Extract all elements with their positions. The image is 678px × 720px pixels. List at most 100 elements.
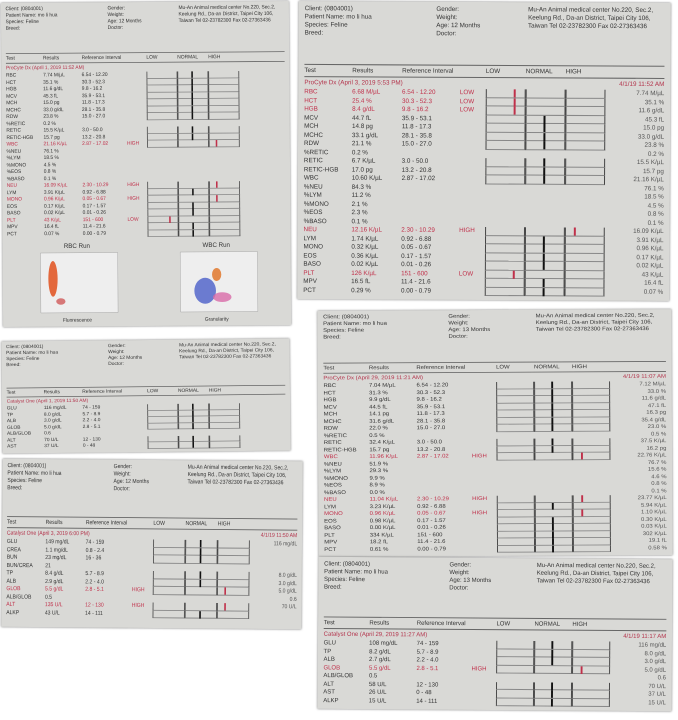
test-result: 15 U/L bbox=[368, 697, 387, 704]
gauge-marker bbox=[552, 531, 555, 538]
gauge-cell bbox=[184, 587, 218, 596]
info-line: Doctor: bbox=[448, 333, 468, 340]
gauge-cell bbox=[147, 229, 179, 237]
gauge-marker bbox=[543, 123, 546, 133]
patient-info: Client: (0804001) Patient Name: mo li hua… bbox=[304, 5, 434, 64]
test-name: PCT bbox=[324, 546, 337, 553]
flag: HIGH bbox=[131, 586, 145, 594]
gauge-marker bbox=[542, 235, 545, 245]
column-label: LOW bbox=[153, 520, 165, 527]
gauge-marker bbox=[199, 571, 202, 579]
gauge-cell bbox=[565, 98, 606, 108]
test-result: 0.07 % bbox=[44, 230, 60, 237]
reference-interval: 0.01 - 0.26 bbox=[401, 261, 432, 269]
previous-result: 21.16 K/µL bbox=[633, 176, 664, 184]
reference-interval: 0 - 48 bbox=[82, 442, 96, 449]
test-result: 26 U/L bbox=[368, 688, 387, 696]
gauge-marker bbox=[551, 438, 554, 446]
column-label: LOW bbox=[496, 364, 510, 371]
test-result: 14.8 pg bbox=[351, 122, 373, 131]
gauge-marker bbox=[199, 547, 202, 556]
info-line: Doctor: bbox=[113, 485, 130, 493]
column-label: NORMAL bbox=[185, 520, 208, 528]
patient-info: Client: (0804001) Patient Name: mo li hua… bbox=[324, 561, 448, 618]
reference-interval: 6.54 - 12.20 bbox=[402, 88, 436, 97]
gauge-marker bbox=[542, 279, 545, 288]
gauge-cell bbox=[572, 665, 611, 675]
flag: LOW bbox=[459, 106, 475, 114]
gauge-marker bbox=[551, 516, 554, 524]
gauge-marker bbox=[543, 115, 546, 124]
test-name: %LYM bbox=[303, 191, 322, 199]
test-result: 84.3 % bbox=[351, 183, 372, 191]
previous-result: 15.0 pg bbox=[643, 124, 665, 132]
test-name: ALKP bbox=[323, 696, 339, 704]
gauge-cell bbox=[484, 252, 525, 262]
gauge-marker bbox=[580, 509, 583, 517]
gauge-marker bbox=[199, 539, 202, 548]
reference-interval: 15.0 - 27.0 bbox=[401, 140, 432, 148]
test-result: 108 mg/dL bbox=[369, 639, 398, 647]
report-header: Client: (0804001) Patient Name: mo li hua… bbox=[324, 561, 667, 619]
gauge-cell bbox=[485, 89, 526, 99]
test-name: GLOB bbox=[323, 664, 341, 671]
info-line: Breed: bbox=[323, 334, 341, 341]
column-label: LOW bbox=[147, 388, 159, 394]
gauge-cell bbox=[485, 123, 526, 133]
reference-interval: 28.1 - 35.8 bbox=[401, 131, 432, 140]
gauge-cell bbox=[525, 98, 566, 107]
column-label: HIGH bbox=[208, 54, 221, 60]
plot-axis-label: Fluorescence bbox=[62, 317, 93, 324]
gauge-cell bbox=[525, 141, 566, 150]
gauge-cell bbox=[565, 124, 606, 133]
reference-interval: 0.05 - 0.67 bbox=[401, 243, 432, 252]
gauge-marker bbox=[192, 422, 194, 429]
gauge-marker bbox=[191, 126, 194, 133]
test-result: 8.2 g/dL bbox=[369, 648, 391, 655]
report-photo: Client: (0804001) Patient Name: mo li hua… bbox=[0, 0, 292, 328]
info-line: Doctor: bbox=[449, 584, 469, 592]
gauge-marker bbox=[223, 603, 226, 611]
gauge-cell bbox=[217, 587, 250, 596]
gauge-cell bbox=[565, 89, 606, 99]
gauge-cell bbox=[564, 287, 605, 297]
test-result: 10.60 K/µL bbox=[351, 174, 383, 182]
info-line: Breed: bbox=[304, 29, 324, 37]
test-result: 6.68 M/µL bbox=[352, 88, 381, 96]
test-name: RETIC bbox=[303, 157, 323, 165]
gauge-marker bbox=[191, 112, 194, 120]
gauge-marker bbox=[542, 244, 545, 253]
gauge-cell bbox=[485, 140, 526, 150]
info-line: Breed: bbox=[7, 484, 23, 492]
test-name: ALKP bbox=[6, 609, 20, 616]
gauge-cell bbox=[485, 166, 526, 176]
test-name: WBC bbox=[303, 174, 319, 182]
reference-interval: 11.8 - 17.3 bbox=[401, 123, 432, 131]
gauge-cell bbox=[534, 424, 573, 432]
test-result: 0.2 % bbox=[351, 148, 368, 156]
report-photo: Client: (0804001) Patient Name: mo li hua… bbox=[317, 309, 673, 557]
test-result: 126 K/µL bbox=[351, 269, 377, 277]
previous-result: 16.4 fL bbox=[644, 279, 664, 287]
test-name: HGB bbox=[304, 105, 318, 113]
gauge-cell bbox=[208, 112, 240, 120]
column-label: Reference Interval bbox=[416, 619, 466, 628]
gauge-cell bbox=[185, 555, 218, 564]
gauge-marker bbox=[191, 91, 194, 99]
gauge-cell bbox=[496, 424, 535, 432]
flag: HIGH bbox=[131, 602, 145, 609]
analyzer-run: Catalyst One (April 3, 2019 6:00 PM) bbox=[6, 529, 90, 538]
info-line: Doctor: bbox=[108, 361, 124, 367]
gauge-marker bbox=[542, 261, 545, 270]
gauge-cell bbox=[495, 697, 534, 707]
test-name: MONO bbox=[303, 243, 324, 251]
gauge-cell bbox=[496, 648, 535, 658]
previous-result: 116 mg/dL bbox=[273, 540, 298, 548]
gauge-cell bbox=[484, 287, 525, 297]
gauge-cell bbox=[217, 555, 250, 564]
report-header: Client: (0804001) Patient Name: mo li hua… bbox=[323, 312, 666, 362]
reference-interval: 30.3 - 52.3 bbox=[401, 97, 433, 105]
gauge-marker bbox=[224, 587, 226, 595]
previous-result: 0.1 % bbox=[647, 219, 664, 227]
clinic-info: Mu-An Animal medical center No.220, Sec.… bbox=[179, 341, 276, 360]
